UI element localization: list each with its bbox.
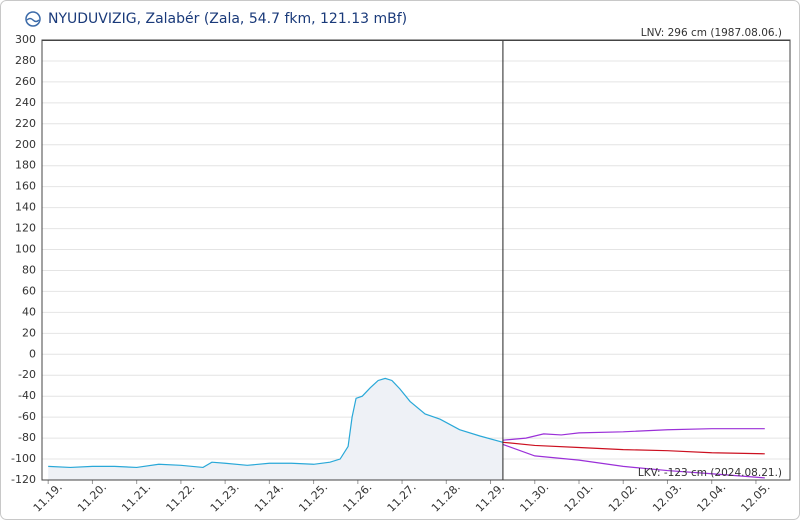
y-tick-label: -20 <box>18 368 36 381</box>
logo <box>25 11 41 27</box>
y-tick-label: 220 <box>15 117 36 130</box>
y-tick-label: -100 <box>11 452 36 465</box>
y-tick-label: 60 <box>22 284 36 297</box>
y-tick-label: -40 <box>18 389 36 402</box>
y-tick-label: -80 <box>18 431 36 444</box>
annotation: LKV: -123 cm (2024.08.21.) <box>638 467 782 479</box>
y-tick-label: 300 <box>15 33 36 46</box>
y-tick-label: 120 <box>15 222 36 235</box>
y-tick-label: 160 <box>15 180 36 193</box>
y-tick-label: 260 <box>15 75 36 88</box>
annotation: LNV: 296 cm (1987.08.06.) <box>641 27 782 39</box>
y-tick-label: -120 <box>11 473 36 486</box>
y-tick-label: 100 <box>15 243 36 256</box>
line <box>502 428 765 441</box>
y-tick-label: 240 <box>15 96 36 109</box>
y-tick-label: 20 <box>22 326 36 339</box>
y-tick-label: 280 <box>15 54 36 67</box>
y-tick-label: 80 <box>22 263 36 276</box>
y-tick-label: 200 <box>15 138 36 151</box>
y-tick-label: 140 <box>15 201 36 214</box>
area <box>48 378 503 480</box>
y-tick-label: 40 <box>22 305 36 318</box>
line <box>502 443 765 479</box>
line <box>48 377 504 469</box>
chart-title: NYUDUVIZIG, Zalabér (Zala, 54.7 fkm, 121… <box>48 11 407 27</box>
y-tick-label: 180 <box>15 159 36 172</box>
line <box>502 441 765 455</box>
y-tick-label: -60 <box>18 410 36 423</box>
y-tick-label: 0 <box>29 347 36 360</box>
